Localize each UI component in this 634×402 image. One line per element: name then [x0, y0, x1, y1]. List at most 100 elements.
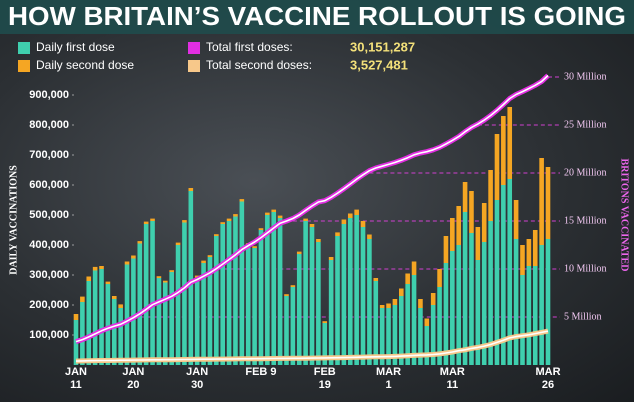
x-tick-label: MAR 26 [535, 366, 561, 391]
bar [290, 287, 296, 365]
bar [303, 221, 308, 365]
bar [277, 218, 283, 365]
bar [335, 232, 340, 236]
bar [347, 218, 353, 365]
line [75, 330, 549, 362]
bar [418, 308, 423, 365]
legend-swatch [18, 60, 30, 72]
bar [226, 218, 232, 221]
y-tick-label: 300,000 [29, 269, 69, 281]
bar [252, 246, 257, 248]
bar [513, 200, 519, 239]
bar [354, 209, 359, 215]
bar [386, 303, 391, 308]
bar [131, 258, 136, 365]
bar [207, 255, 213, 257]
bar [220, 222, 226, 224]
x-tick-label: JAN 30 [186, 366, 209, 391]
bar [450, 218, 455, 251]
bar [105, 281, 111, 284]
bar [360, 227, 366, 365]
bar [398, 296, 404, 365]
bar [284, 294, 289, 296]
bar [507, 107, 513, 179]
bar [118, 308, 123, 365]
bar [437, 269, 442, 287]
bar [450, 251, 455, 365]
bar [277, 215, 283, 218]
bar [379, 305, 385, 308]
x-tick-label: JAN 11 [64, 366, 87, 391]
bar [335, 236, 340, 365]
bar [430, 305, 436, 365]
x-tick-label: MAR 1 [376, 366, 402, 391]
bar [162, 282, 168, 365]
bar [137, 241, 143, 244]
bar [226, 221, 232, 365]
bar [411, 275, 417, 365]
bar [360, 221, 366, 227]
bar [233, 214, 238, 217]
bar [258, 228, 264, 230]
y2-tick-label: 25 Million [564, 119, 607, 130]
bar [367, 234, 372, 239]
bar [105, 284, 111, 365]
y2-tick-label: 20 Million [564, 167, 607, 178]
bar [526, 266, 532, 365]
bar [86, 281, 92, 365]
bar [239, 201, 245, 365]
bar [201, 260, 206, 263]
bar [143, 224, 149, 365]
bar [481, 203, 487, 242]
bar [245, 245, 251, 365]
bar [532, 230, 538, 266]
y-tick-label: 400,000 [29, 239, 69, 251]
bar [92, 266, 98, 271]
bar [507, 179, 513, 365]
bar [456, 245, 462, 365]
legend-label: Daily first dose [36, 40, 115, 54]
bar [501, 185, 506, 365]
bar [443, 236, 449, 263]
bar [182, 222, 187, 365]
bar [456, 206, 462, 245]
bar [373, 281, 379, 365]
legend-label: Total second doses: [206, 58, 312, 72]
bar [303, 218, 308, 221]
bar [80, 302, 85, 365]
bar [405, 284, 410, 365]
bar [162, 280, 168, 283]
bar [111, 296, 117, 299]
y2-tick-label: 10 Million [564, 263, 607, 274]
bar [73, 314, 79, 320]
bar [488, 170, 493, 221]
bar [354, 215, 359, 365]
bar [475, 227, 481, 260]
legend-value: 3,527,481 [350, 57, 408, 72]
bar [86, 276, 92, 281]
y-tick-label: 100,000 [29, 329, 69, 341]
y-tick-label: 200,000 [29, 299, 69, 311]
bar [316, 242, 321, 365]
legend-label: Total first doses: [206, 40, 293, 54]
bar [520, 245, 525, 275]
bar [405, 273, 410, 284]
bar [475, 260, 481, 365]
bar [111, 299, 117, 365]
bar [188, 191, 194, 365]
bar [118, 304, 123, 308]
legend-value: 30,151,287 [350, 39, 415, 54]
y2-tick-label: 15 Million [564, 215, 607, 226]
bar [424, 318, 430, 326]
y2-axis-title: BRITONS VACCINATED [619, 159, 630, 272]
bar [271, 212, 277, 365]
bar [137, 243, 143, 365]
y-tick-label: 800,000 [29, 119, 69, 131]
bar [252, 248, 257, 365]
bar [379, 308, 385, 365]
bar [214, 236, 219, 365]
y2-tick-label: 30 Million [564, 71, 607, 82]
bar [532, 266, 538, 365]
